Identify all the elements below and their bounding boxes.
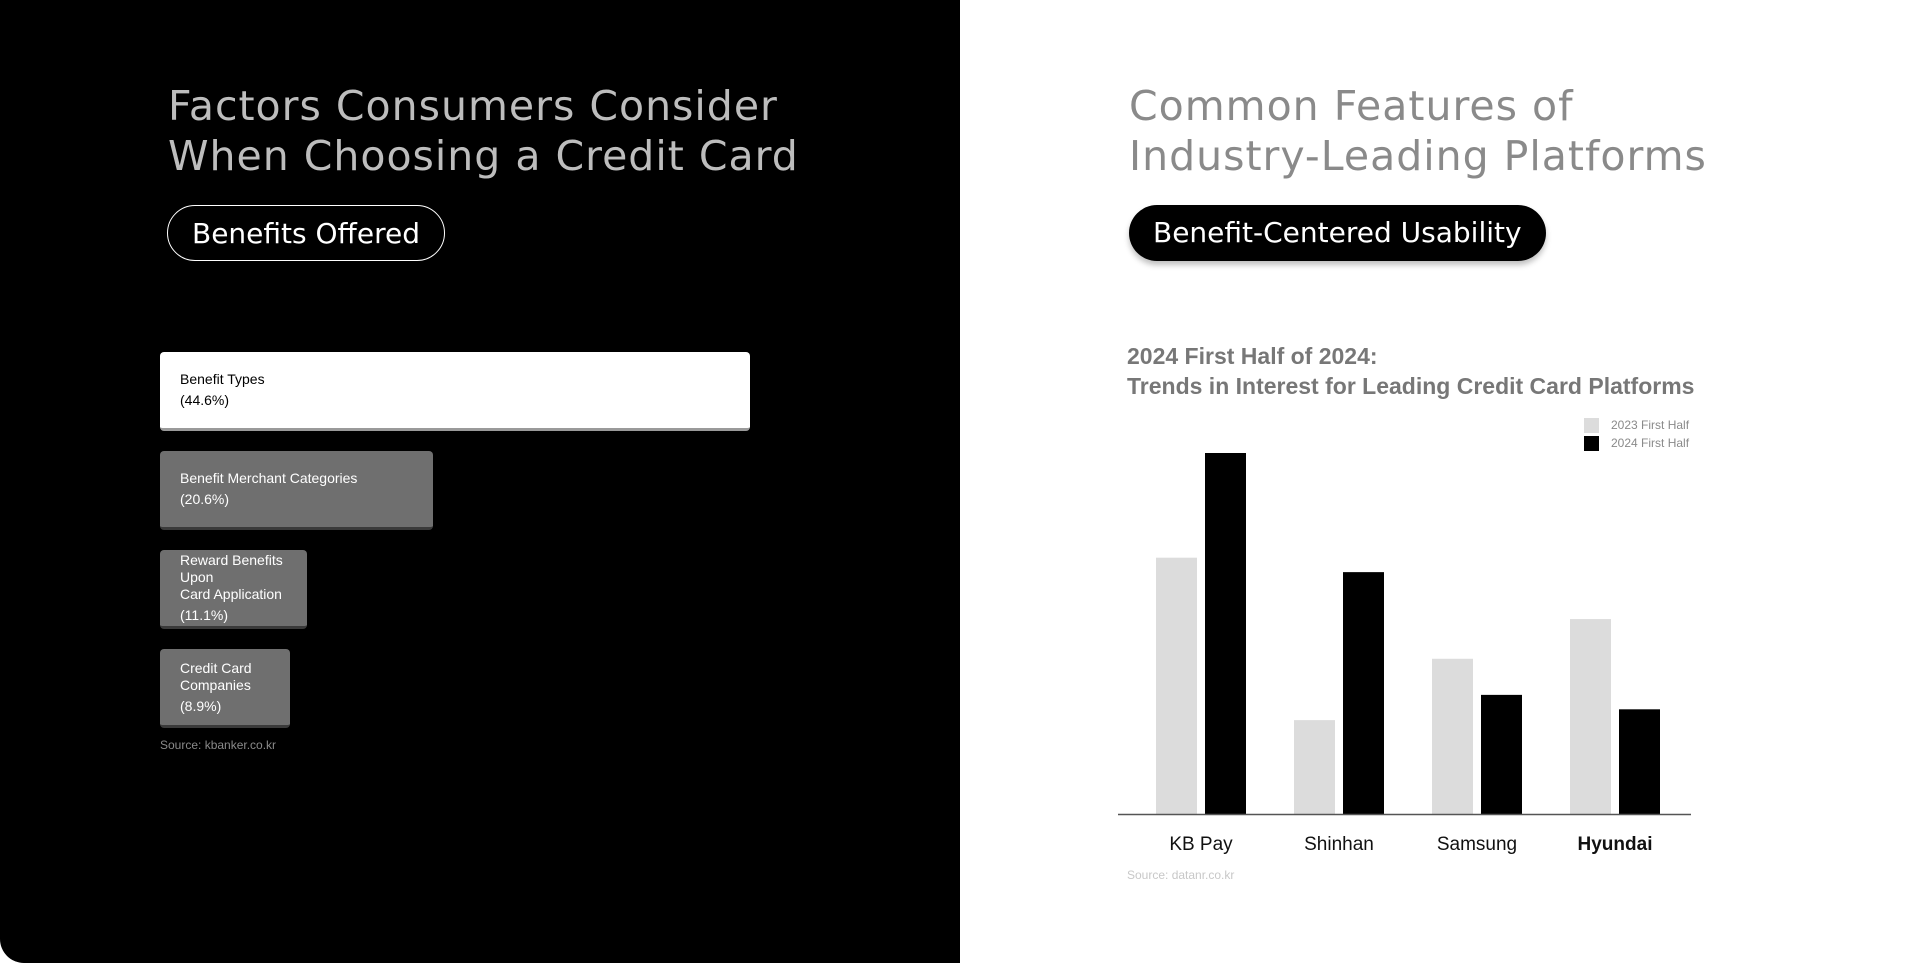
left-heading-line-2: When Choosing a Credit Card: [168, 132, 799, 180]
x-tick-label-shinhan: Shinhan: [1304, 834, 1374, 855]
bar-shinhan-2024: [1343, 572, 1384, 814]
bar-hyundai-2024: [1619, 709, 1660, 814]
left-source: Source: kbanker.co.kr: [160, 738, 277, 752]
chart-title-line-1: 2024 First Half of 2024:: [1127, 343, 1378, 369]
left-heading: Factors Consumers Consider When Choosing…: [168, 81, 799, 181]
bar-hyundai-2023: [1570, 619, 1611, 814]
factor-percent: (11.1%): [180, 607, 228, 623]
factor-label: Benefit Merchant Categories: [180, 470, 358, 486]
legend-item-2024: 2024 First Half: [1584, 434, 1689, 452]
legend-swatch-2024: [1584, 435, 1599, 451]
factor-label: Reward Benefits Upon Card Application: [180, 552, 283, 602]
platform-interest-bar-chart: KB Pay Shinhan Samsung Hyundai: [1118, 453, 1691, 855]
factor-bar-benefit-types: Benefit Types (44.6%): [160, 352, 750, 431]
factor-percent: (20.6%): [180, 491, 230, 507]
bar-kb-pay-2023: [1156, 557, 1197, 814]
x-tick-label-kb-pay: KB Pay: [1169, 834, 1233, 855]
factor-bar-merchant-categories: Benefit Merchant Categories (20.6%): [160, 451, 433, 530]
chart-title-line-2: Trends in Interest for Leading Credit Ca…: [1127, 373, 1695, 399]
bar-samsung-2024: [1481, 694, 1522, 814]
right-heading-line-2: Industry-Leading Platforms: [1129, 132, 1707, 180]
x-tick-label-samsung: Samsung: [1437, 834, 1517, 855]
benefits-offered-pill[interactable]: Benefits Offered: [167, 205, 445, 261]
benefit-centered-usability-pill[interactable]: Benefit-Centered Usability: [1129, 205, 1546, 261]
factor-percent: (8.9%): [180, 697, 222, 714]
x-tick-label-hyundai: Hyundai: [1578, 834, 1653, 855]
factor-label: Benefit Types: [180, 371, 265, 387]
right-source: Source: datanr.co.kr: [1127, 868, 1235, 882]
left-heading-line-1: Factors Consumers Consider: [168, 82, 778, 130]
chart-title: 2024 First Half of 2024: Trends in Inter…: [1127, 341, 1727, 401]
factor-bar-card-companies: Credit Card Companies (8.9%): [160, 649, 290, 728]
factor-label: Credit Card Companies: [180, 659, 252, 693]
factor-bar-reward-benefits: Reward Benefits Upon Card Application (1…: [160, 550, 307, 629]
bar-kb-pay-2024: [1205, 453, 1246, 814]
right-heading: Common Features of Industry-Leading Plat…: [1129, 81, 1707, 181]
bar-shinhan-2023: [1294, 720, 1335, 814]
legend-item-2023: 2023 First Half: [1584, 416, 1689, 434]
legend-swatch-2023: [1584, 417, 1599, 433]
factor-percent: (44.6%): [180, 392, 230, 408]
bar-samsung-2023: [1432, 658, 1473, 814]
legend-label-2024: 2024 First Half: [1611, 436, 1690, 450]
chart-legend: 2023 First Half 2024 First Half: [1584, 416, 1689, 452]
right-heading-line-1: Common Features of: [1129, 82, 1574, 130]
legend-label-2023: 2023 First Half: [1611, 418, 1690, 432]
